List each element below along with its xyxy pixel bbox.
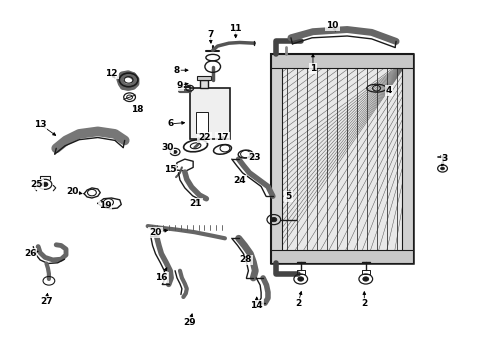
Text: 28: 28 bbox=[239, 256, 251, 264]
Text: 5: 5 bbox=[285, 192, 291, 201]
Text: 12: 12 bbox=[105, 69, 118, 78]
Text: 7: 7 bbox=[206, 30, 213, 39]
Text: 14: 14 bbox=[250, 301, 263, 310]
Text: 26: 26 bbox=[24, 249, 37, 258]
Text: 6: 6 bbox=[167, 120, 173, 129]
Bar bbox=[199, 80, 208, 88]
Text: 17: 17 bbox=[216, 133, 228, 142]
Text: 8: 8 bbox=[174, 66, 180, 75]
Text: 22: 22 bbox=[198, 133, 210, 142]
Text: 21: 21 bbox=[189, 199, 202, 208]
Text: 2: 2 bbox=[361, 299, 366, 307]
Text: 20: 20 bbox=[66, 187, 79, 196]
Bar bbox=[197, 76, 210, 80]
Text: 2: 2 bbox=[295, 299, 301, 307]
Circle shape bbox=[173, 150, 177, 153]
Bar bbox=[271, 54, 412, 263]
Circle shape bbox=[270, 217, 276, 222]
Circle shape bbox=[42, 182, 48, 186]
Text: 25: 25 bbox=[30, 180, 43, 189]
Circle shape bbox=[362, 277, 368, 281]
Bar bbox=[271, 54, 412, 68]
Circle shape bbox=[297, 277, 303, 281]
Text: 18: 18 bbox=[130, 105, 143, 114]
Text: 19: 19 bbox=[99, 202, 111, 210]
Bar bbox=[402, 54, 412, 263]
Bar bbox=[271, 54, 412, 263]
Text: 9: 9 bbox=[176, 81, 183, 90]
Bar bbox=[189, 88, 229, 139]
Text: 10: 10 bbox=[325, 21, 338, 30]
Bar bbox=[271, 250, 412, 263]
Text: 20: 20 bbox=[149, 228, 162, 237]
Text: 13: 13 bbox=[34, 120, 46, 129]
Text: 15: 15 bbox=[163, 165, 176, 174]
Text: 3: 3 bbox=[441, 154, 447, 163]
Bar bbox=[271, 54, 282, 263]
Text: 11: 11 bbox=[229, 24, 242, 33]
Text: 27: 27 bbox=[40, 297, 53, 306]
Circle shape bbox=[440, 167, 444, 170]
Text: 24: 24 bbox=[233, 176, 245, 185]
Text: 16: 16 bbox=[155, 273, 167, 282]
Bar bbox=[195, 112, 207, 133]
Text: 23: 23 bbox=[247, 153, 260, 162]
Text: 4: 4 bbox=[385, 86, 391, 95]
Text: 30: 30 bbox=[161, 143, 173, 152]
Text: 29: 29 bbox=[183, 318, 196, 327]
Text: 1: 1 bbox=[309, 64, 315, 73]
